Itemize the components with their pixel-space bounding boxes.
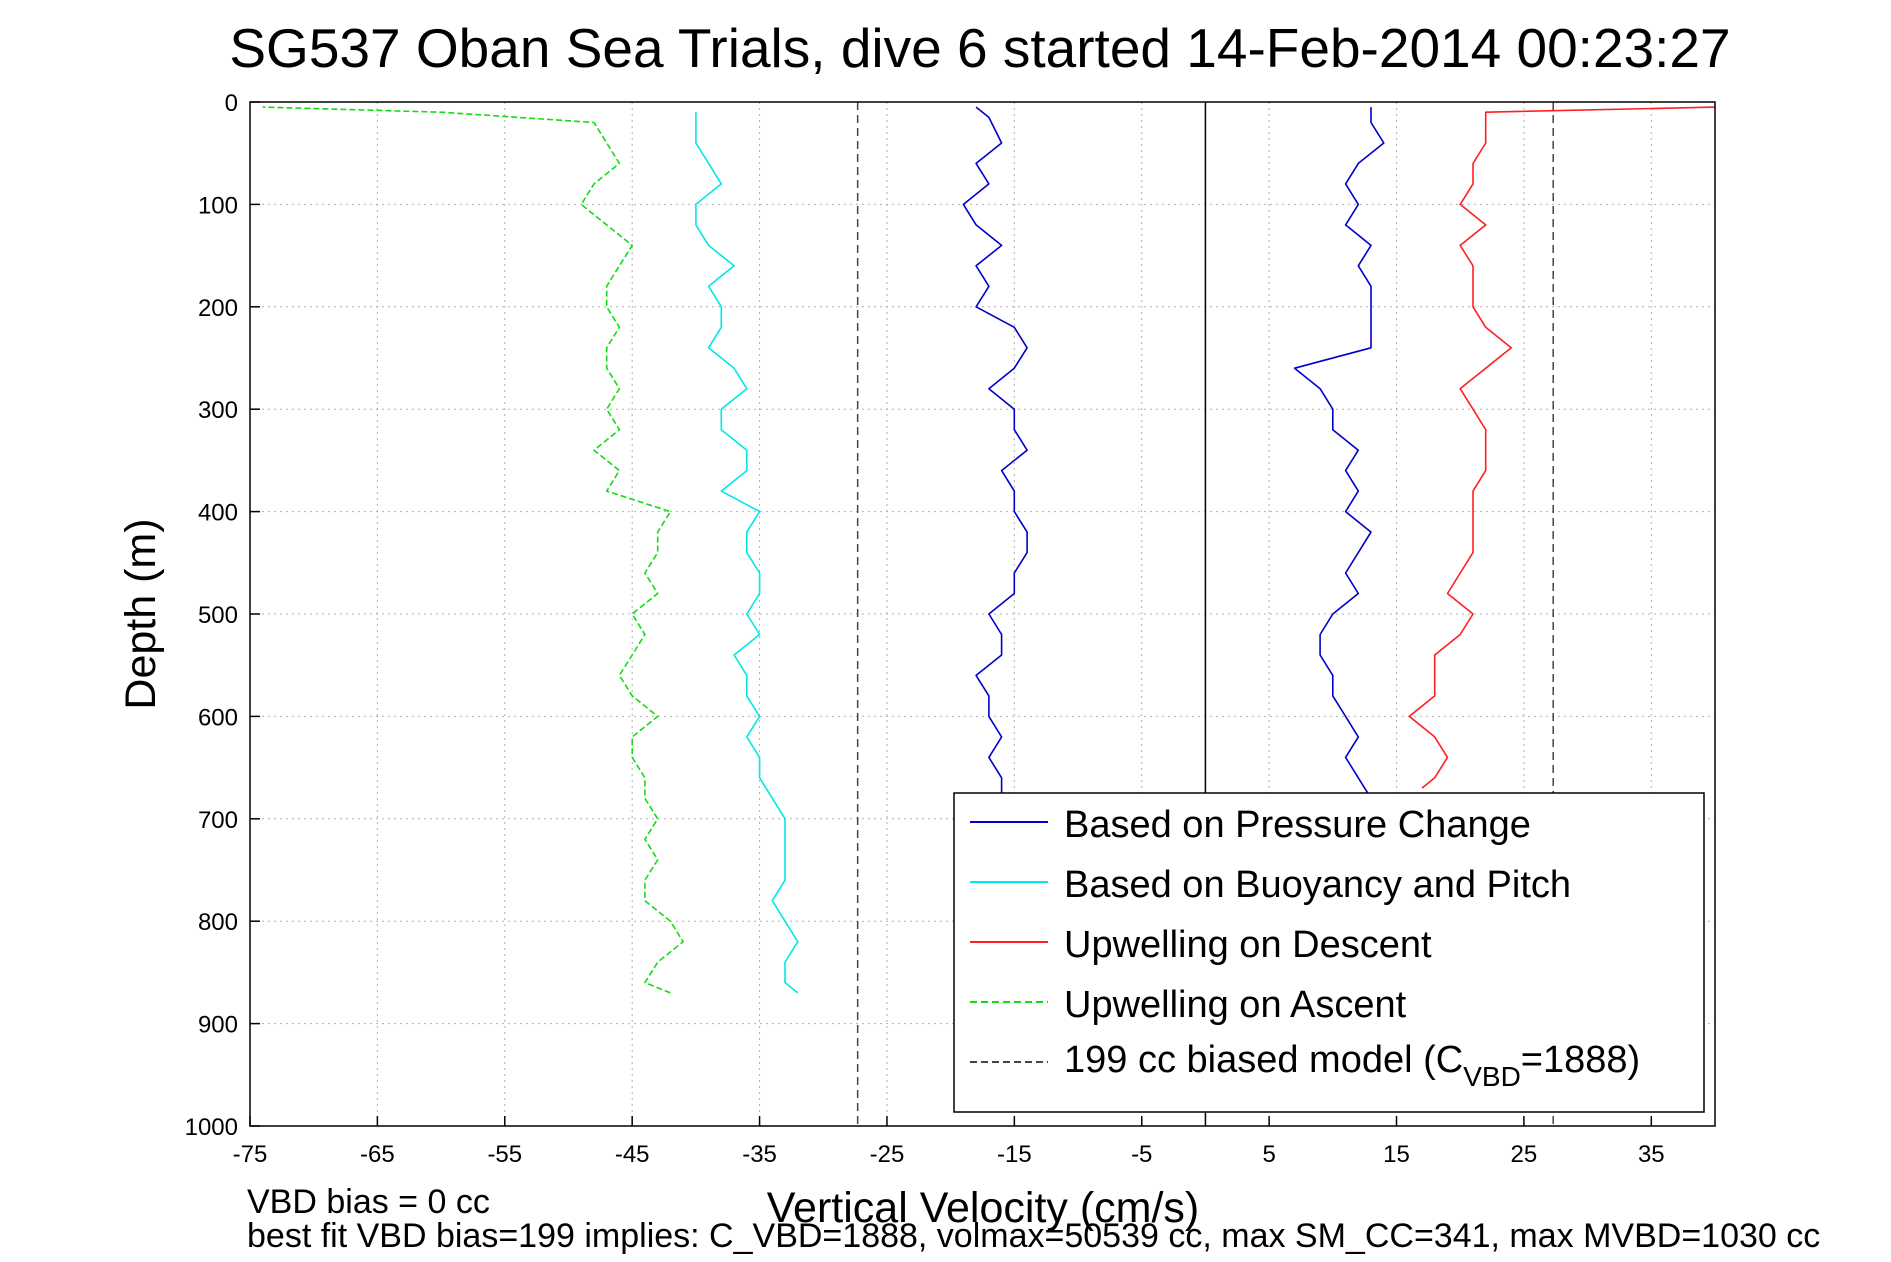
y-tick-label: 600: [198, 704, 238, 731]
series-descent: [1408, 106, 1716, 789]
y-tick-label: 100: [198, 192, 238, 219]
x-tick-label: -35: [742, 1141, 777, 1168]
y-tick-label: 200: [198, 295, 238, 322]
y-tick-label: 900: [198, 1012, 238, 1039]
legend-label-buoyancy: Based on Buoyancy and Pitch: [1064, 864, 1571, 906]
x-tick-label: -45: [615, 1141, 650, 1168]
x-tick-label: 35: [1638, 1141, 1665, 1168]
y-ticks: 0 100 200 300 400 500 600 700 800 900 1000: [185, 90, 260, 1141]
x-axis-label: Vertical Velocity (cm/s): [767, 1184, 1200, 1232]
legend-label-descent: Upwelling on Descent: [1064, 924, 1432, 966]
x-tick-label: -5: [1131, 1141, 1152, 1168]
legend-label-model: 199 cc biased model (CVBD=1888): [1064, 1039, 1640, 1092]
legend-model-subscript: VBD: [1463, 1061, 1521, 1092]
x-tick-label: 25: [1511, 1141, 1538, 1168]
x-tick-label: -65: [360, 1141, 395, 1168]
legend-box: [953, 792, 1705, 1113]
legend-label-ascent: Upwelling on Ascent: [1064, 984, 1407, 1026]
chart-title: SG537 Oban Sea Trials, dive 6 started 14…: [229, 17, 1730, 79]
legend-model-prefix: 199 cc biased model (C: [1064, 1039, 1463, 1081]
x-tick-label: -25: [870, 1141, 905, 1168]
y-tick-label: 700: [198, 807, 238, 834]
x-ticks: -75 -65 -55 -45 -35 -25 -15 -5 5 15 25 35: [233, 1116, 1665, 1168]
y-tick-label: 800: [198, 909, 238, 936]
series-buoyancy: [695, 112, 799, 994]
x-tick-label: 5: [1262, 1141, 1275, 1168]
legend: Based on Pressure Change Based on Buoyan…: [953, 792, 1705, 1113]
y-tick-label: 0: [225, 90, 238, 117]
legend-model-suffix: =1888): [1521, 1039, 1640, 1081]
x-tick-label: -15: [997, 1141, 1032, 1168]
bias-annotation: VBD bias = 0 cc: [247, 1183, 490, 1221]
y-tick-label: 1000: [185, 1114, 238, 1141]
fit-annotation: best fit VBD bias=199 implies: C_VBD=188…: [247, 1217, 1820, 1255]
y-tick-label: 300: [198, 397, 238, 424]
y-tick-label: 500: [198, 602, 238, 629]
series-ascent: [262, 106, 684, 994]
y-axis-label: Depth (m): [117, 518, 165, 709]
x-tick-label: 15: [1383, 1141, 1410, 1168]
series-pressure-ascent: [1293, 107, 1385, 799]
series-pressure: [962, 106, 1028, 799]
series-lines: [262, 106, 1716, 994]
x-tick-label: -55: [487, 1141, 522, 1168]
legend-label-pressure: Based on Pressure Change: [1064, 804, 1531, 846]
x-tick-label: -75: [233, 1141, 268, 1168]
y-tick-label: 400: [198, 500, 238, 527]
